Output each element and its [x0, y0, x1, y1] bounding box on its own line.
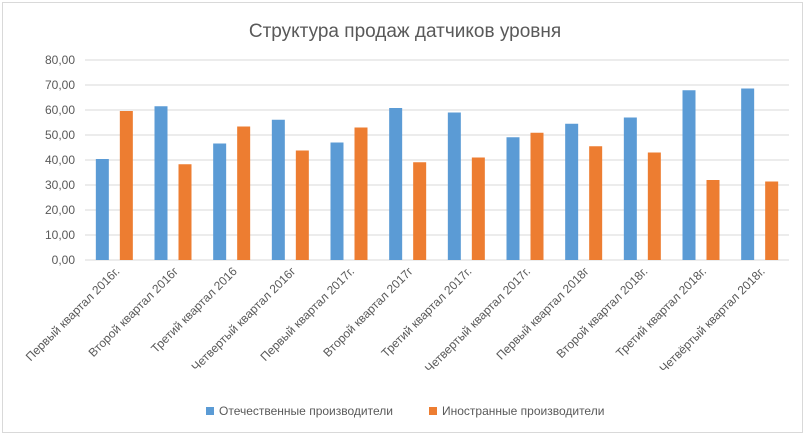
y-tick-label: 70,00 [45, 78, 75, 92]
chart-frame: Структура продаж датчиков уровня 0,00 10,… [2, 2, 803, 433]
y-tick-label: 80,00 [45, 53, 75, 67]
x-tick-label: Четвертый квартал 2016г [189, 264, 299, 374]
bar-domestic [213, 143, 227, 260]
bar-domestic [330, 142, 344, 260]
legend-swatch [429, 407, 437, 415]
bar-foreign [765, 181, 779, 260]
x-axis-tick-labels: Первый квартал 2016г.Второй квартал 2016… [23, 264, 768, 376]
bar-foreign [471, 157, 485, 260]
chart-title: Структура продаж датчиков уровня [249, 21, 561, 42]
bars [95, 88, 779, 260]
gridlines [85, 59, 789, 261]
bar-domestic [447, 112, 461, 260]
x-tick-label: Четвертый квартал 2017г. [422, 264, 533, 375]
bar-foreign [530, 132, 544, 260]
legend-swatch [206, 407, 214, 415]
bar-domestic [95, 159, 109, 260]
y-tick-label: 0,00 [52, 253, 76, 267]
bar-domestic [565, 123, 579, 260]
bar-foreign [706, 180, 720, 260]
bar-domestic [741, 88, 755, 260]
y-tick-label: 40,00 [45, 153, 75, 167]
bar-foreign [354, 127, 368, 260]
x-tick-label: Четвёртый квартал 2018г. [657, 264, 768, 375]
y-tick-label: 60,00 [45, 103, 75, 117]
bar-foreign [178, 164, 192, 260]
bar-foreign [295, 150, 309, 260]
y-tick-label: 20,00 [45, 203, 75, 217]
y-tick-label: 10,00 [45, 228, 75, 242]
bar-domestic [154, 106, 168, 260]
legend-label: Отечественные производители [219, 404, 393, 418]
bar-domestic [506, 137, 520, 260]
chart-svg: Структура продаж датчиков уровня 0,00 10,… [23, 21, 789, 418]
bar-domestic [389, 108, 403, 260]
bar-foreign [237, 126, 251, 260]
bar-foreign [119, 111, 133, 260]
bar-domestic [682, 90, 696, 260]
legend: Отечественные производители Иностранные п… [206, 404, 604, 418]
bar-domestic [623, 117, 637, 260]
bar-foreign [647, 152, 661, 260]
y-tick-label: 30,00 [45, 178, 75, 192]
bar-foreign [413, 162, 427, 260]
y-axis-tick-labels: 0,00 10,00 20,00 30,00 40,00 50,00 60,00 70,00 8… [45, 53, 75, 267]
bar-foreign [589, 146, 603, 260]
bar-domestic [271, 119, 285, 260]
legend-label: Иностранные производители [442, 404, 604, 418]
y-tick-label: 50,00 [45, 128, 75, 142]
x-tick-label: Первый квартал 2016г. [23, 264, 123, 364]
